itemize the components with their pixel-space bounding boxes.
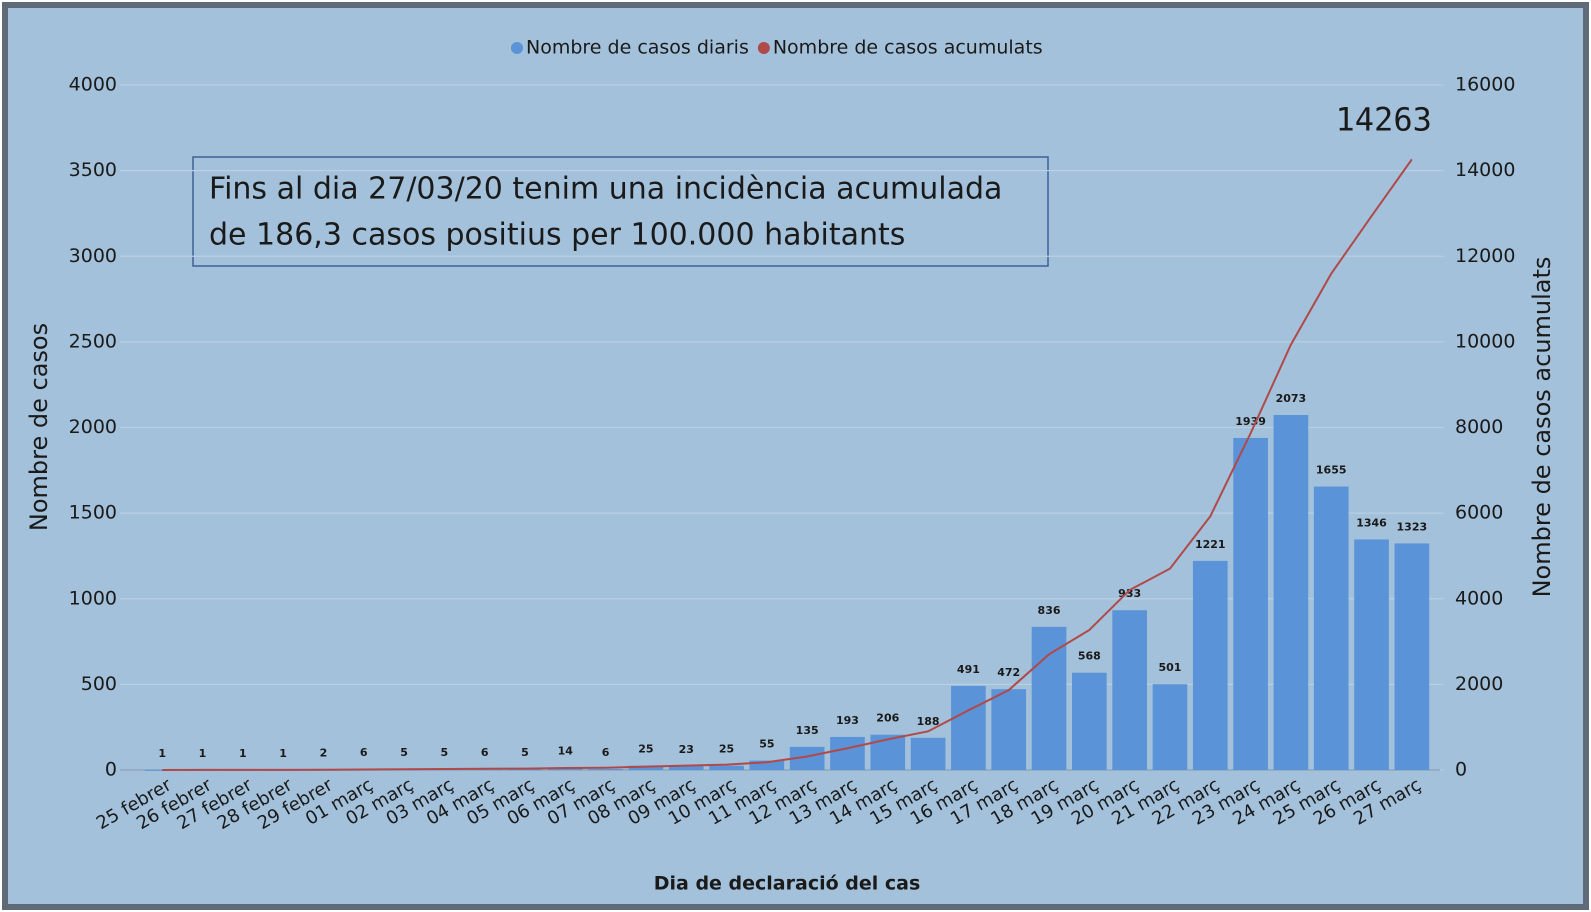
- bar-value-label: 1221: [1195, 538, 1226, 551]
- bar-value-label: 568: [1078, 650, 1101, 663]
- legend-label: Nombre de casos diaris: [526, 37, 749, 59]
- legend-marker: [511, 42, 523, 54]
- bar: [749, 760, 785, 770]
- cumulative-line: [162, 158, 1413, 771]
- y2-tick-label: 16000: [1455, 74, 1515, 96]
- bar: [144, 769, 180, 771]
- bar-value-label: 1346: [1356, 516, 1387, 529]
- legend-marker: [757, 42, 770, 54]
- y-tick-label: 2500: [69, 330, 117, 352]
- bar-value-label: 6: [481, 746, 489, 759]
- bar-value-label: 472: [997, 666, 1020, 679]
- text-box-line: de 186,3 casos positius per 100.000 habi…: [209, 218, 905, 253]
- bar-value-label: 1655: [1316, 464, 1347, 477]
- bar: [1152, 684, 1188, 770]
- bar: [588, 768, 623, 770]
- bar-value-label: 6: [602, 746, 610, 759]
- bar-value-label: 25: [638, 743, 653, 756]
- text-box-line: Fins al dia 27/03/20 tenim una incidènci…: [209, 172, 1002, 207]
- bar: [991, 689, 1027, 770]
- y-tick-label: 3000: [69, 245, 117, 267]
- bar: [668, 766, 704, 770]
- bar-value-label: 23: [679, 743, 694, 756]
- bar-value-label: 1: [158, 747, 166, 760]
- bar-value-label: 2: [320, 747, 328, 760]
- bar: [507, 769, 543, 771]
- bar: [1192, 560, 1228, 770]
- bar-value-label: 1: [279, 747, 287, 760]
- text-box: [192, 156, 1049, 267]
- y2-axis-title: Nombre de casos acumulats: [1528, 257, 1556, 598]
- y-tick-label: 3500: [69, 159, 117, 181]
- y2-tick-label: 0: [1455, 759, 1467, 781]
- bar: [709, 765, 744, 770]
- y-tick-label: 1500: [69, 502, 117, 524]
- x-axis-title: Dia de declaració del cas: [654, 873, 921, 895]
- y-tick-label: 1000: [69, 587, 117, 609]
- y-tick-label: 2000: [69, 416, 117, 438]
- bar-value-label: 1939: [1235, 415, 1266, 428]
- bar-value-label: 193: [836, 714, 859, 727]
- bar-value-label: 836: [1038, 604, 1061, 617]
- bar: [1354, 539, 1389, 770]
- bar-value-label: 1: [199, 747, 207, 760]
- bar: [1233, 437, 1268, 770]
- y2-tick-label: 4000: [1455, 587, 1503, 609]
- y2-tick-label: 14000: [1455, 159, 1515, 181]
- bar-value-label: 206: [876, 712, 899, 725]
- bar-value-label: 6: [360, 746, 368, 759]
- bar: [1394, 543, 1430, 770]
- y2-tick-label: 2000: [1455, 673, 1503, 695]
- bar-value-label: 55: [759, 738, 774, 751]
- bar-value-label: 2073: [1276, 392, 1307, 405]
- y2-tick-label: 8000: [1455, 416, 1503, 438]
- bar-value-label: 491: [957, 663, 980, 676]
- y2-tick-label: 6000: [1455, 502, 1503, 524]
- bar-value-label: 25: [719, 743, 734, 756]
- bar-value-label: 5: [521, 746, 529, 759]
- bar: [1031, 626, 1067, 770]
- y2-tick-label: 10000: [1455, 330, 1515, 352]
- bar-value-label: 5: [441, 746, 449, 759]
- bar: [1072, 672, 1107, 770]
- bar: [910, 737, 946, 770]
- bar-value-label: 188: [917, 715, 940, 728]
- y-tick-label: 4000: [69, 74, 117, 96]
- bar-value-label: 1: [239, 747, 247, 760]
- bar: [830, 736, 865, 770]
- bar: [1273, 414, 1309, 770]
- bar: [789, 746, 825, 770]
- bar-value-label: 135: [796, 724, 819, 737]
- y-axis-title: Nombre de casos: [25, 323, 53, 531]
- bar-value-label: 5: [400, 746, 408, 759]
- bar-value-label: 501: [1158, 661, 1181, 674]
- bar: [628, 765, 664, 770]
- bar: [951, 685, 986, 770]
- y-tick-label: 0: [105, 759, 117, 781]
- bar-value-label: 1323: [1397, 520, 1428, 533]
- bar: [1112, 610, 1147, 770]
- legend-label: Nombre de casos acumulats: [773, 37, 1043, 59]
- annotation: 14263: [1336, 100, 1432, 138]
- bar-value-label: 14: [558, 745, 574, 758]
- y-tick-label: 500: [81, 673, 117, 695]
- bar: [1313, 486, 1349, 770]
- y2-tick-label: 12000: [1455, 245, 1515, 267]
- bar: [870, 734, 906, 770]
